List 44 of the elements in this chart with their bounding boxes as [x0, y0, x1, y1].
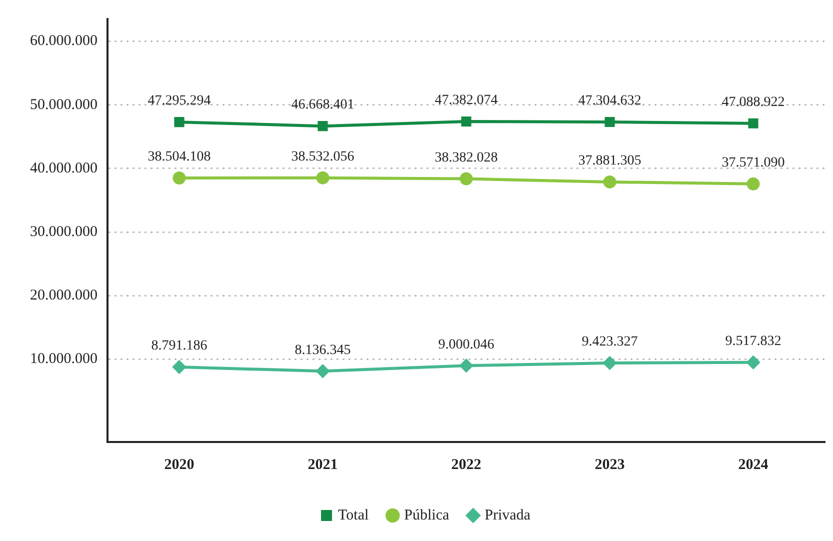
point [603, 356, 616, 370]
data-label: 46.668.401 [291, 98, 354, 113]
y-tick-label: 60.000.000 [30, 33, 98, 50]
y-tick-label: 40.000.000 [30, 160, 98, 176]
y-tick-label: 50.000.000 [30, 96, 98, 113]
point [604, 116, 615, 128]
point [460, 172, 473, 186]
point [318, 121, 328, 132]
point [746, 177, 760, 190]
legend-label: Total [338, 507, 369, 524]
legend-label: Pública [404, 507, 450, 524]
x-tick-label: 2024 [738, 456, 769, 473]
data-label: 8.791.186 [151, 338, 208, 354]
data-label: 47.382.074 [434, 93, 498, 108]
data-label: 38.382.028 [434, 150, 498, 166]
point [748, 118, 758, 128]
data-label: 47.088.922 [722, 95, 785, 110]
x-tick-label: 2022 [451, 456, 482, 473]
point [603, 175, 616, 188]
y-tick-label: 10.000.000 [30, 351, 98, 368]
data-label: 9.517.832 [725, 334, 782, 350]
point [461, 116, 472, 127]
data-label: 8.136.345 [294, 342, 351, 358]
data-label: 47.295.294 [148, 94, 211, 109]
data-label: 38.532.056 [291, 149, 354, 164]
legend-label: Privada [484, 507, 531, 524]
x-tick-label: 2021 [308, 456, 338, 473]
y-tick-label: 20.000.000 [30, 288, 98, 304]
data-label: 9.423.327 [582, 334, 638, 350]
x-tick-label: 2023 [594, 456, 625, 473]
data-label: 38.504.108 [148, 150, 211, 165]
point [172, 360, 186, 374]
point [172, 171, 186, 184]
point [746, 356, 760, 369]
point [316, 171, 330, 184]
data-label: 47.304.632 [578, 94, 642, 109]
y-tick-label: 30.000.000 [30, 224, 98, 240]
data-label: 37.571.090 [722, 156, 785, 171]
point [316, 364, 330, 378]
point [174, 117, 184, 128]
point [460, 359, 473, 372]
data-label: 9.000.046 [438, 337, 494, 352]
x-tick-label: 2020 [164, 456, 194, 473]
data-label: 37.881.305 [578, 154, 642, 169]
